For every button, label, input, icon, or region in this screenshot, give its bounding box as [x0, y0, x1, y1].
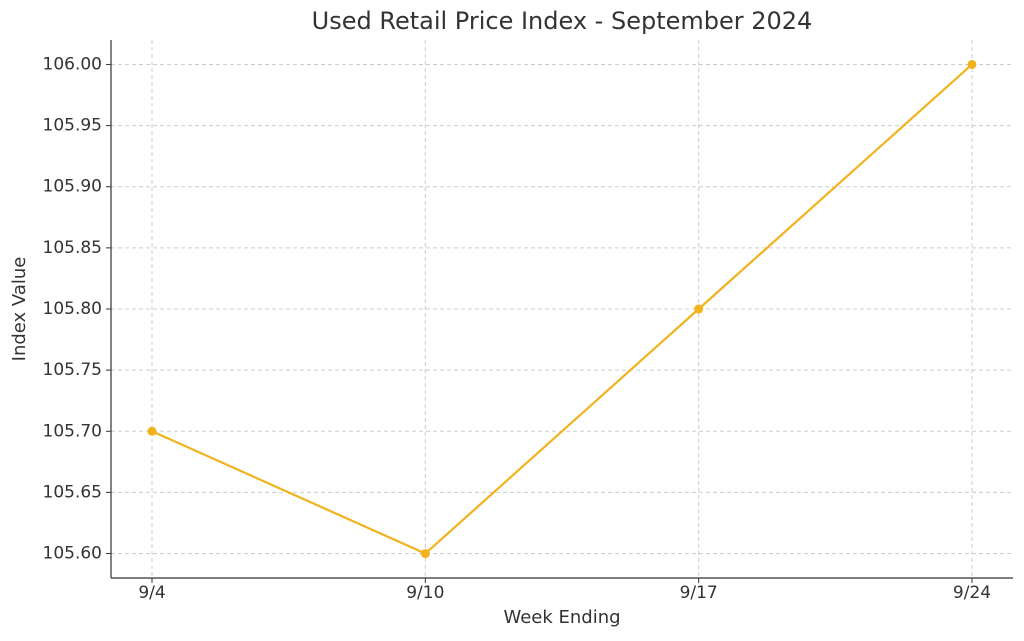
x-tick-label: 9/17 [680, 583, 718, 603]
x-axis-label: Week Ending [503, 607, 620, 628]
y-tick-label: 106.00 [43, 54, 102, 74]
y-tick-label: 105.90 [43, 177, 102, 197]
y-tick-label: 105.80 [43, 299, 102, 319]
x-tick-label: 9/4 [138, 583, 165, 603]
chart-title: Used Retail Price Index - September 2024 [312, 7, 813, 35]
y-tick-label: 105.70 [43, 421, 102, 441]
y-tick-label: 105.75 [43, 360, 102, 380]
point [694, 304, 704, 314]
x-tick-label: 9/24 [953, 583, 991, 603]
point [420, 549, 430, 559]
line [151, 63, 973, 555]
x-tick-label: 9/10 [406, 583, 444, 603]
y-tick-label: 105.65 [43, 482, 102, 502]
y-tick-label: 105.95 [43, 116, 102, 136]
y-tick-label: 105.60 [43, 544, 102, 564]
point [967, 59, 977, 69]
point [147, 426, 157, 436]
y-axis-label: Index Value [9, 257, 30, 362]
y-tick-label: 105.85 [43, 238, 102, 258]
